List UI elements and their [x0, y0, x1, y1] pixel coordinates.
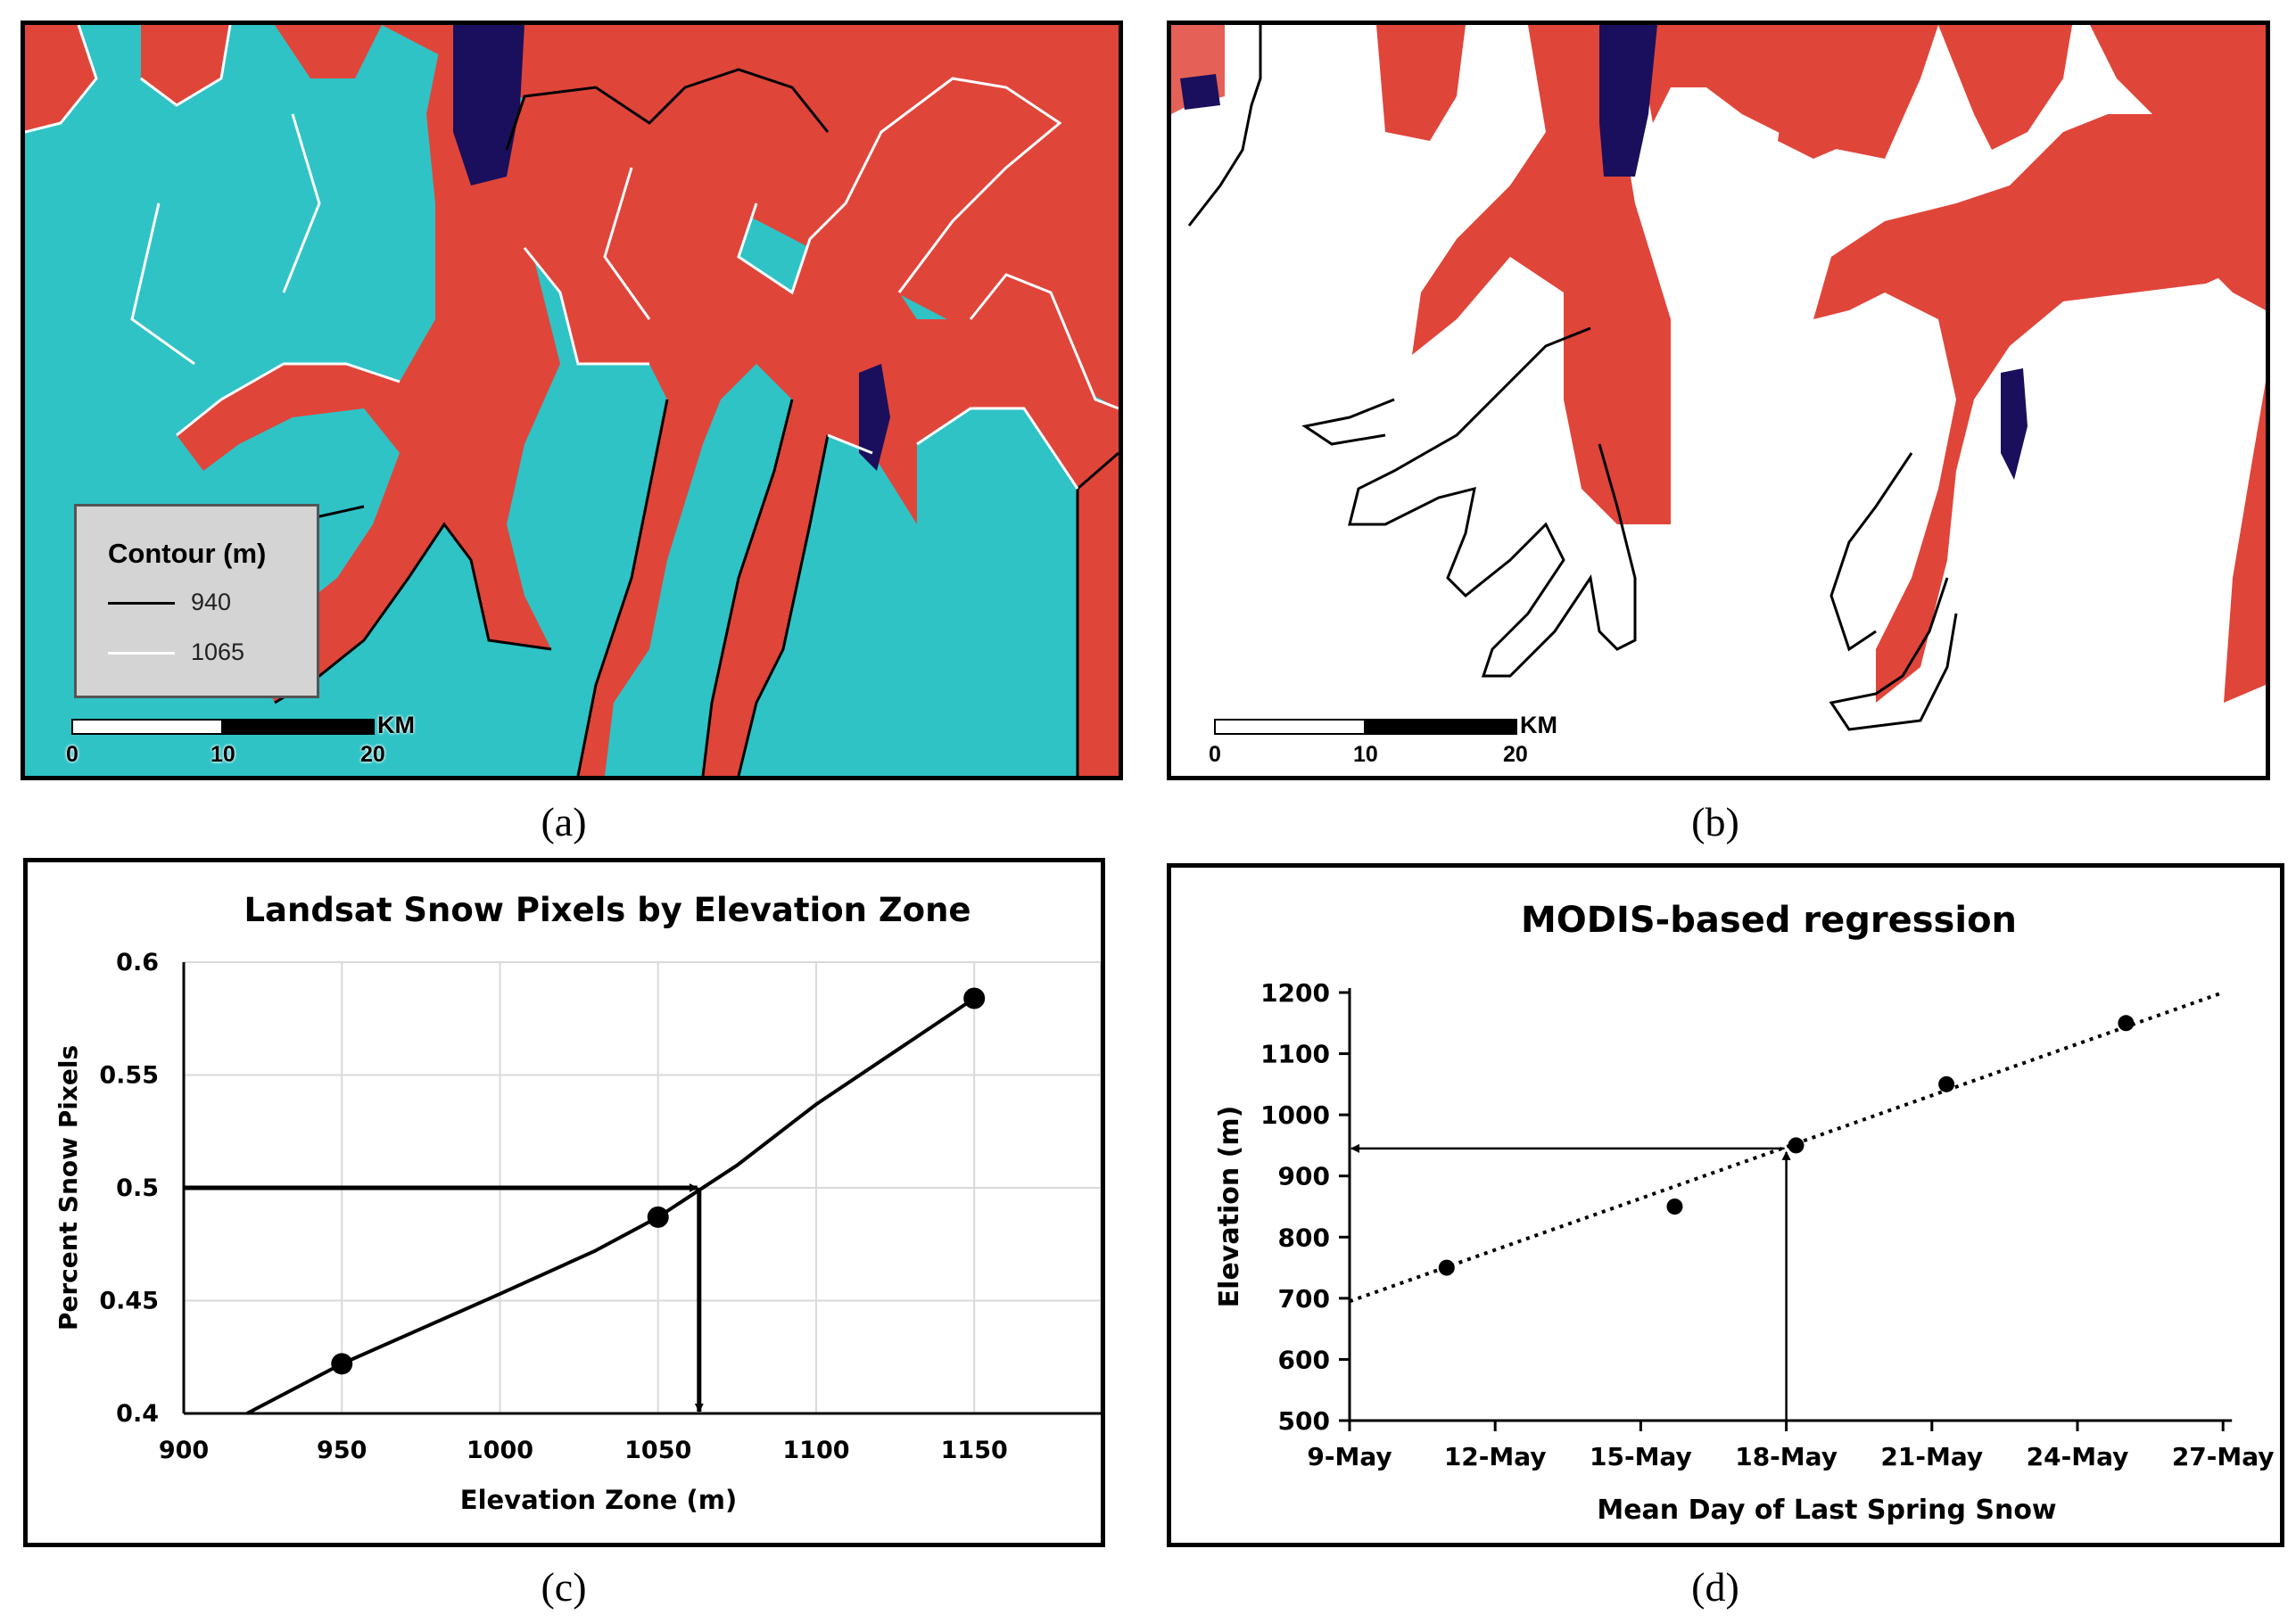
land-region	[1938, 25, 2072, 150]
x-tick-label: 1000	[467, 1437, 533, 1464]
x-axis-label: Mean Day of Last Spring Snow	[1597, 1495, 2056, 1526]
y-tick-label: 1200	[1260, 978, 1330, 1008]
x-tick-label: 15-May	[1590, 1442, 1692, 1471]
legend-label: 940	[191, 589, 232, 615]
y-tick-label: 700	[1278, 1284, 1330, 1314]
data-point	[1788, 1137, 1805, 1154]
caption-c: (c)	[541, 1564, 587, 1610]
data-point	[2118, 1015, 2135, 1032]
land-region	[382, 25, 1119, 776]
data-point	[1666, 1199, 1683, 1215]
map-panel-a: Contour (m) 940 1065 KM 0 10 20	[21, 21, 1123, 780]
legend-item-1065: 1065	[108, 638, 244, 666]
legend-item-940: 940	[108, 589, 231, 616]
lake-water	[2001, 368, 2028, 480]
x-tick-label: 1100	[782, 1437, 849, 1464]
x-tick-label: 9-May	[1307, 1442, 1392, 1471]
x-tick-label: 24-May	[2027, 1442, 2129, 1471]
land-region	[1778, 25, 1903, 159]
contour-1065-line	[25, 25, 1119, 490]
map-b-features	[1171, 25, 2266, 731]
scale-tick: 20	[1503, 742, 1528, 767]
x-tick-label: 900	[159, 1437, 209, 1464]
x-axis-label: Elevation Zone (m)	[460, 1485, 737, 1515]
caption-b: (b)	[1691, 799, 1739, 844]
y-tick-label: 1000	[1260, 1100, 1330, 1130]
land-region	[2161, 150, 2266, 310]
x-tick-label: 12-May	[1444, 1442, 1547, 1471]
chart-panel-c: 900 950 1000 1050 1100 1150 0.4 0.45 0.5 0.55 0.6 L…	[23, 858, 1105, 1547]
x-tick-label: 18-May	[1735, 1442, 1838, 1471]
data-point	[963, 987, 986, 1009]
land-region	[275, 25, 382, 78]
y-tick-label: 600	[1278, 1345, 1330, 1374]
chart-title: MODIS-based regression	[1521, 900, 2017, 941]
y-tick-label: 500	[1278, 1406, 1330, 1436]
scale-tick: 10	[211, 742, 235, 767]
lake-water	[453, 25, 524, 185]
legend-label: 1065	[191, 638, 245, 665]
x-tick-label: 1150	[941, 1437, 1008, 1464]
data-point	[647, 1206, 669, 1228]
y-tick-label: 800	[1278, 1223, 1330, 1252]
scale-tick: 0	[66, 742, 78, 767]
scale-tick: 20	[360, 742, 385, 767]
y-tick-label: 1100	[1260, 1040, 1330, 1069]
y-tick-label: 0.5	[116, 1174, 159, 1202]
contour-legend: Contour (m) 940 1065	[74, 504, 319, 698]
land-region	[2224, 382, 2266, 703]
chart-title: Landsat Snow Pixels by Elevation Zone	[244, 891, 970, 929]
scale-bar-black-segment	[223, 719, 375, 735]
chart-d-svg: 500 600 700 800 900 1000 1100 1200 9-May 12-May 15…	[1214, 900, 2275, 1526]
land-region	[25, 25, 96, 132]
scale-bar-white-segment	[1214, 719, 1366, 735]
data-point	[331, 1353, 353, 1375]
trendline	[1349, 991, 2224, 1304]
y-tick-label: 0.6	[116, 949, 159, 976]
land-region	[177, 25, 560, 703]
x-tick-label: 27-May	[2172, 1442, 2275, 1471]
caption-d: (d)	[1691, 1564, 1739, 1610]
chart-panel-d: 500 600 700 800 900 1000 1100 1200 9-May 12-May 15…	[1167, 863, 2284, 1547]
y-tick-label: 0.4	[116, 1400, 159, 1428]
map-a-features	[25, 25, 1119, 776]
y-tick-label: 0.45	[99, 1288, 159, 1315]
scale-tick: 0	[1209, 742, 1221, 767]
legend-swatch-white	[108, 652, 175, 655]
scale-tick: 10	[1353, 742, 1378, 767]
y-axis-label: Percent Snow Pixels	[54, 1045, 83, 1331]
scale-unit: KM	[1520, 712, 1557, 738]
y-tick-label: 0.55	[99, 1062, 159, 1090]
data-point	[1938, 1075, 1955, 1092]
series-line	[245, 996, 976, 1415]
snow-outline-line	[1187, 25, 1958, 731]
y-tick-label: 900	[1278, 1162, 1330, 1191]
lake-water	[1180, 74, 1220, 110]
y-axis-label: Elevation (m)	[1214, 1106, 1245, 1308]
x-tick-label: 1050	[624, 1437, 691, 1464]
caption-a: (a)	[541, 799, 587, 844]
map-panel-b: KM 0 10 20	[1167, 21, 2270, 780]
x-tick-label: 950	[317, 1437, 367, 1464]
scale-bar-white-segment	[71, 719, 223, 735]
land-region	[141, 25, 230, 105]
land-region	[1813, 25, 2266, 703]
legend-title: Contour (m)	[108, 538, 267, 569]
lake-water	[1599, 25, 1657, 177]
legend-swatch-black	[108, 602, 175, 606]
chart-c-svg: 900 950 1000 1050 1100 1150 0.4 0.45 0.5 0.55 0.6 L…	[54, 891, 1101, 1515]
lake-water	[859, 364, 890, 471]
x-tick-label: 21-May	[1880, 1442, 1983, 1471]
land-region	[1376, 25, 1466, 141]
data-point	[1438, 1259, 1455, 1276]
scale-bar-black-segment	[1366, 719, 1517, 735]
scale-unit: KM	[377, 712, 415, 738]
